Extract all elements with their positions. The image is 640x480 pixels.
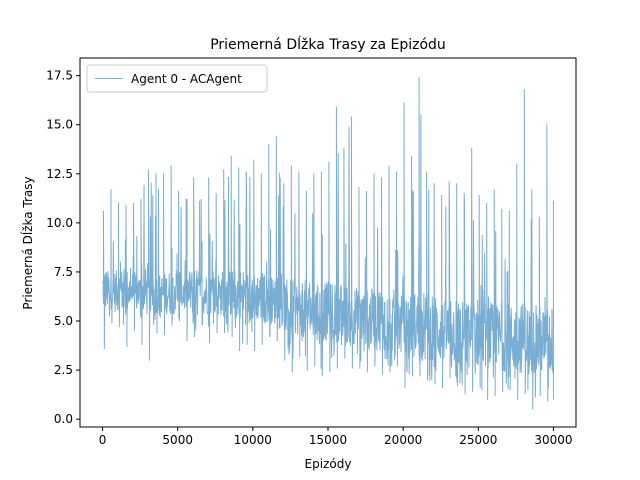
x-tick-label: 5000 [162,433,193,447]
y-tick-label: 2.5 [54,363,73,377]
x-tick-label: 20000 [384,433,422,447]
x-tick-label: 15000 [309,433,347,447]
series-agent-0 [102,77,554,410]
chart-title: Priemerná Dĺžka Trasy za Epizódu [210,35,446,53]
x-tick-label: 10000 [234,433,272,447]
series-line-agent-0 [102,77,554,410]
x-tick-label: 30000 [534,433,572,447]
y-axis-label: Priemerná Dĺžka Trasy [20,176,35,309]
y-tick-label: 7.5 [54,265,73,279]
legend: Agent 0 - ACAgent [86,64,268,93]
y-tick-label: 15.0 [46,118,73,132]
x-tick-label: 0 [99,433,107,447]
y-tick-label: 12.5 [46,167,73,181]
legend-label-agent-0: Agent 0 - ACAgent [131,72,242,86]
x-axis-label: Epizódy [305,457,352,471]
y-tick-label: 5.0 [54,314,73,328]
y-tick-label: 10.0 [46,216,73,230]
y-tick-label: 17.5 [46,69,73,83]
legend-box [86,64,268,93]
x-axis-ticks: 0 5000 10000 15000 20000 25000 30000 [99,427,573,447]
y-tick-label: 0.0 [54,412,73,426]
y-axis-ticks: 0.0 2.5 5.0 7.5 10.0 12.5 15.0 17.5 [46,69,80,426]
x-tick-label: 25000 [459,433,497,447]
plot-area [102,77,554,410]
